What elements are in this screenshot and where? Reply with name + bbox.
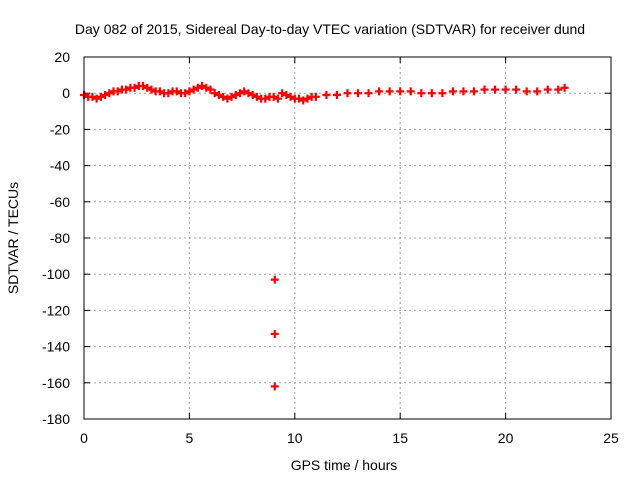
data-point bbox=[193, 83, 202, 92]
data-point bbox=[269, 92, 278, 101]
data-point bbox=[113, 87, 122, 96]
data-point bbox=[270, 382, 279, 391]
data-point bbox=[295, 94, 304, 103]
data-point bbox=[231, 91, 240, 100]
y-tick-label: -80 bbox=[50, 230, 70, 246]
data-point bbox=[92, 94, 101, 103]
data-point bbox=[282, 91, 291, 100]
data-point bbox=[202, 83, 211, 92]
x-tick-label: 20 bbox=[498, 430, 514, 446]
data-point bbox=[88, 92, 97, 101]
data-point bbox=[155, 87, 164, 96]
data-point bbox=[427, 89, 436, 98]
data-point bbox=[501, 85, 510, 94]
chart-title: Day 082 of 2015, Sidereal Day-to-day VTE… bbox=[75, 21, 585, 37]
data-point bbox=[311, 92, 320, 101]
data-point bbox=[396, 87, 405, 96]
data-point bbox=[139, 81, 148, 90]
data-point bbox=[105, 89, 114, 98]
data-point bbox=[122, 85, 131, 94]
data-point bbox=[240, 87, 249, 96]
data-point bbox=[491, 85, 500, 94]
y-axis-label: SDTVAR / TECUs bbox=[5, 182, 21, 294]
data-point bbox=[252, 92, 261, 101]
y-tick-label: 0 bbox=[62, 85, 70, 101]
data-point bbox=[143, 83, 152, 92]
data-point bbox=[560, 83, 569, 92]
data-point bbox=[480, 85, 489, 94]
y-tick-label: 20 bbox=[54, 49, 70, 65]
data-point bbox=[273, 94, 282, 103]
data-point bbox=[286, 92, 295, 101]
data-point bbox=[219, 92, 228, 101]
x-tick-label: 0 bbox=[80, 430, 88, 446]
data-point bbox=[354, 89, 363, 98]
data-point bbox=[147, 85, 156, 94]
data-point bbox=[512, 85, 521, 94]
data-point bbox=[235, 89, 244, 98]
data-point bbox=[303, 94, 312, 103]
data-point bbox=[343, 89, 352, 98]
data-point bbox=[375, 87, 384, 96]
data-point bbox=[248, 91, 257, 100]
data-point bbox=[554, 85, 563, 94]
data-point bbox=[448, 87, 457, 96]
data-point bbox=[214, 91, 223, 100]
data-series-sdtvar bbox=[80, 81, 569, 391]
y-tick-label: -60 bbox=[50, 194, 70, 210]
x-tick-labels: 0 5 10 15 20 25 bbox=[80, 430, 619, 446]
data-point bbox=[469, 87, 478, 96]
data-point bbox=[172, 87, 181, 96]
data-point bbox=[223, 94, 232, 103]
y-tick-label: -180 bbox=[42, 411, 70, 427]
data-point bbox=[164, 89, 173, 98]
data-point bbox=[270, 329, 279, 338]
plot-area-frame bbox=[83, 56, 612, 420]
data-point bbox=[96, 92, 105, 101]
data-point bbox=[364, 89, 373, 98]
data-point bbox=[385, 87, 394, 96]
data-point bbox=[244, 89, 253, 98]
data-point bbox=[185, 87, 194, 96]
y-tick-label: -40 bbox=[50, 158, 70, 174]
x-tick-label: 25 bbox=[603, 430, 619, 446]
data-point bbox=[270, 275, 279, 284]
data-point bbox=[459, 87, 468, 96]
data-point bbox=[261, 94, 270, 103]
y-tick-label: -140 bbox=[42, 339, 70, 355]
data-point bbox=[322, 91, 331, 100]
data-point bbox=[181, 89, 190, 98]
data-point bbox=[406, 87, 415, 96]
data-point bbox=[189, 85, 198, 94]
data-point bbox=[101, 91, 110, 100]
y-tick-labels: 20 0 -20 -40 -60 -80 -100 -120 -140 -160 -180 bbox=[42, 49, 70, 427]
x-tick-label: 10 bbox=[287, 430, 303, 446]
x-tick-label: 5 bbox=[186, 430, 194, 446]
data-point bbox=[332, 91, 341, 100]
data-point bbox=[299, 96, 308, 105]
data-point bbox=[522, 87, 531, 96]
y-tick-label: -120 bbox=[42, 302, 70, 318]
y-tick-label: -100 bbox=[42, 266, 70, 282]
data-point bbox=[543, 85, 552, 94]
data-point bbox=[198, 81, 207, 90]
data-point bbox=[533, 87, 542, 96]
data-point bbox=[210, 89, 219, 98]
data-point bbox=[417, 89, 426, 98]
data-point bbox=[278, 89, 287, 98]
data-point bbox=[130, 83, 139, 92]
y-tick-label: -160 bbox=[42, 375, 70, 391]
data-point bbox=[438, 89, 447, 98]
axis-ticks bbox=[83, 56, 612, 420]
grid-lines bbox=[84, 57, 611, 419]
data-point bbox=[227, 92, 236, 101]
y-tick-label: -20 bbox=[50, 121, 70, 137]
data-point bbox=[206, 85, 215, 94]
x-tick-label: 15 bbox=[392, 430, 408, 446]
x-axis-label: GPS time / hours bbox=[291, 457, 398, 473]
